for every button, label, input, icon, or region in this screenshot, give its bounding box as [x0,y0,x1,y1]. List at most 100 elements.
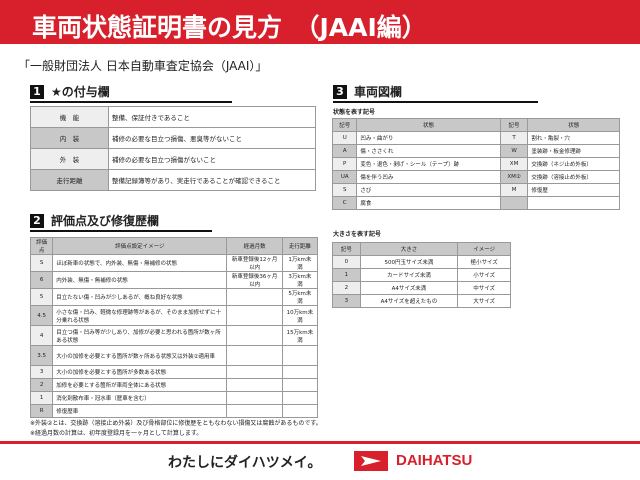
table-cell: UA [331,170,358,184]
table-cell: 小サイズ [457,268,511,282]
table-row: 6 内外装、無傷・無補修の状態 新車登録後36ヶ月以内 3万km未満 [29,271,319,289]
table-cell: 経過月数 [226,237,283,255]
table-cell [499,196,529,210]
table-cell: 傷・ささくれ [356,144,501,158]
table-cell: 記号 [499,118,529,132]
table-cell: XM [499,157,529,171]
table-cell: 腐食 [356,196,501,210]
size-symbol-table: 記号 大きさ イメージ 0 500円玉サイズ未満 極小サイズ 1 カードサイズ未満 小サイズ 2 A… [332,242,511,308]
table-cell: 大小の加修を必要とする箇所が多数ある状態 [52,365,228,379]
note-1: ※外装②とは、交換跡（溶接止め外装）及び骨格部位に修復歴をともなわない損傷又は腐… [30,420,322,427]
table-cell: 1万km未満 [281,254,319,272]
table-row: UA 傷を伴う凹み XM② 交換跡（溶接止め外板） [331,170,620,184]
table-cell: A [331,144,358,158]
table-cell: 整備記録簿等があり、実走行であることが確認できること [108,169,316,191]
table-cell: 走行距離 [281,237,319,255]
table-cell: A4サイズ未満 [359,281,459,295]
table-cell: 中サイズ [457,281,511,295]
table-row: A 傷・ささくれ W 塗装跡・板金修理跡 [331,144,620,158]
table-cell: S [29,254,54,272]
table-cell: 機 能 [30,106,109,128]
table-cell: 小さな傷・凹み、軽微な修理跡等があるが、そのまま加修せずに十分乗れる状態 [52,305,228,326]
table-cell: 1 [332,268,361,282]
table-row: 2 A4サイズ未満 中サイズ [332,281,511,295]
table-row: 0 500円玉サイズ未満 極小サイズ [332,255,511,269]
table-cell: 評価点 [29,237,54,255]
table-cell: 大サイズ [457,294,511,308]
table-cell: 新車登録後12ヶ月以内 [226,254,283,272]
table-cell: 記号 [331,118,358,132]
table-cell: 外 装 [30,148,109,170]
table-cell: 走行距離 [30,169,109,191]
table-cell: T [499,131,529,145]
table-cell: 6 [29,271,54,289]
table-row: 2 加修を必要とする箇所が車両全体にある状態 [29,378,319,392]
table-row: 内 装補修の必要な目立つ損傷、悪臭等がないこと [30,127,316,149]
table-cell: P [331,157,358,171]
table-cell [226,345,283,366]
table-cell: 消化剤散布車・冠水車（歴車を含む） [52,391,228,405]
brand-name: DAIHATSU [396,452,473,469]
table-cell [281,378,319,392]
table-row: 3 大小の加修を必要とする箇所が多数ある状態 [29,365,319,379]
table-cell: R [29,404,54,418]
table-row: 3 A4サイズを超えたもの 大サイズ [332,294,511,308]
table-row: 5 目立たない傷・凹みが少しあるが、概ね良好な状態 5万km未満 [29,288,319,306]
table-cell: 修復歴 [527,183,620,197]
table-cell: 状態 [527,118,620,132]
table-cell: 3万km未満 [281,271,319,289]
table-cell: 凹み・曲がり [356,131,501,145]
table-cell: 塗装跡・板金修理跡 [527,144,620,158]
table-cell: W [499,144,529,158]
table-cell: 2 [332,281,361,295]
section1-heading: 1 ★の付与欄 [30,83,232,103]
table-cell: 評価点設定イメージ [52,237,228,255]
table-cell: ほぼ新車の状態で、内外装、無傷・無補修の状態 [52,254,228,272]
table-cell: 1 [29,391,54,405]
table-cell: 0 [332,255,361,269]
table-cell: 補修の必要な目立つ損傷、悪臭等がないこと [108,127,316,149]
table-cell: 変色・退色・剥げ・シール（テープ）跡 [356,157,501,171]
table-row: C 腐食 [331,196,620,210]
table-cell [281,404,319,418]
table-cell: カードサイズ未満 [359,268,459,282]
table-row: 1 消化剤散布車・冠水車（歴車を含む） [29,391,319,405]
table-cell: C [331,196,358,210]
table-cell: 15万km未満 [281,325,319,346]
table-cell [226,288,283,306]
state-label: 状態を表す記号 [333,109,376,116]
table-cell [226,391,283,405]
table-cell: 大小の加修を必要とする箇所が数ヶ所ある状態又は外装②適用車 [52,345,228,366]
table-cell: 大きさ [359,242,459,256]
table-cell: 交換跡（ネジ止め外板） [527,157,620,171]
section2-heading: 2 評価点及び修復歴欄 [30,212,212,232]
size-label: 大きさを表す記号 [333,231,382,238]
table-cell: 傷を伴う凹み [356,170,501,184]
table-row: 3.5 大小の加修を必要とする箇所が数ヶ所ある状態又は外装②適用車 [29,345,319,366]
table-cell: 4.5 [29,305,54,326]
table-header: 記号 状態 記号 状態 [331,118,620,132]
table-row: 4 目立つ傷・凹み等が少しあり、加修が必要と思われる箇所が数ヶ所ある状態 15万km… [29,325,319,346]
table-cell: 交換跡（溶接止め外板） [527,170,620,184]
table-cell [226,305,283,326]
note-2: ※経過月数の計算は、初年度登録月を一ヶ月として計算します。 [30,430,203,437]
table-cell [281,391,319,405]
table-cell [226,404,283,418]
table-cell: 5 [29,288,54,306]
table-cell [527,196,620,210]
table-cell: 目立つ傷・凹み等が少しあり、加修が必要と思われる箇所が数ヶ所ある状態 [52,325,228,346]
table-cell: 割れ・亀裂・穴 [527,131,620,145]
table-cell: 状態 [356,118,501,132]
table-cell: イメージ [457,242,511,256]
star-table: 機 能整備、保証付きであること内 装補修の必要な目立つ損傷、悪臭等がないこと外 … [30,106,316,191]
table-cell: 整備、保証付きであること [108,106,316,128]
table-cell: 極小サイズ [457,255,511,269]
table-cell: 5万km未満 [281,288,319,306]
section3-heading: 3 車両図欄 [333,83,538,103]
table-row: S ほぼ新車の状態で、内外装、無傷・無補修の状態 新車登録後12ヶ月以内 1万km未満 [29,254,319,272]
table-cell: M [499,183,529,197]
table-row: P 変色・退色・剥げ・シール（テープ）跡 XM 交換跡（ネジ止め外板） [331,157,620,171]
table-header: 記号 大きさ イメージ [332,242,511,256]
table-cell: 3 [332,294,361,308]
table-row: 1 カードサイズ未満 小サイズ [332,268,511,282]
